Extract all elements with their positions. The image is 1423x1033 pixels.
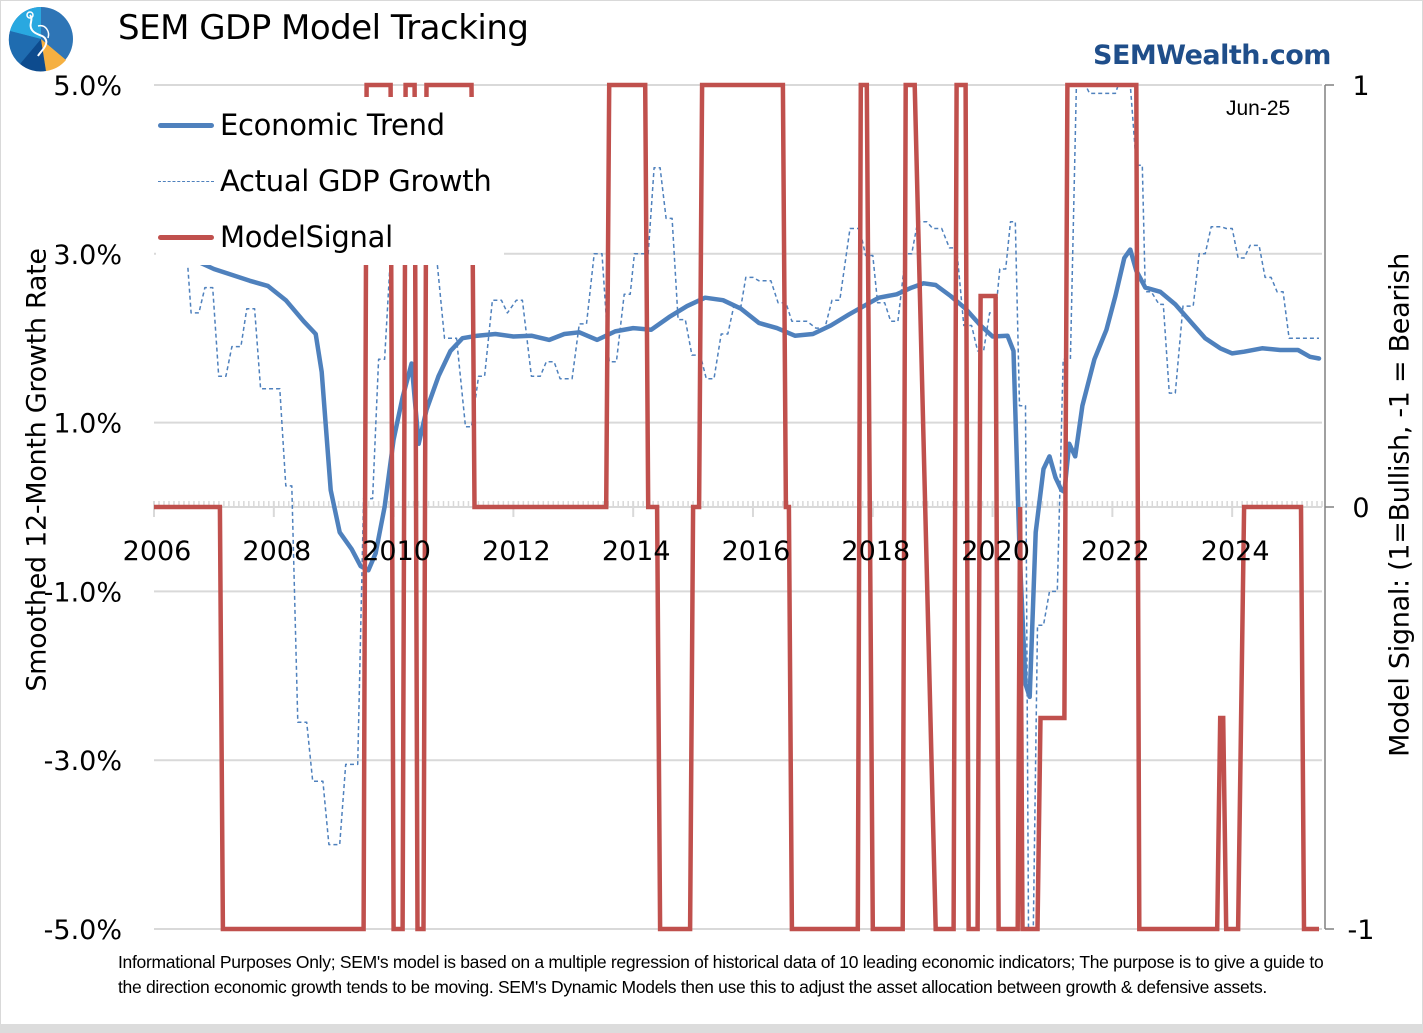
series-model-signal [154,82,1319,932]
footnote: Informational Purposes Only; SEM's model… [118,952,1324,997]
chart-title: SEM GDP Model Tracking [118,8,529,48]
series-layer [154,82,1322,932]
y-tick-label: 3.0% [53,240,122,271]
legend-label: Economic Trend [220,108,445,142]
axis-layer: 5.0% 3.0% 1.0% -1.0% -3.0% -5.0% 2006 2008 2010 2… [44,71,1375,946]
y2-tick-label: -1 [1348,915,1375,946]
x-tick-label: 2012 [482,536,551,567]
y-axis-label-right: Model Signal: (1=Bullish, -1 = Bearish [1384,253,1416,757]
sem-logo-icon [8,6,73,72]
y-tick-label: 1.0% [53,409,122,440]
date-label: Jun-25 [1226,97,1291,120]
bottom-band [0,1024,1423,1033]
y-tick-label: 5.0% [53,71,122,102]
minor-ticks-layer [153,501,1323,517]
y-tick-label: -1.0% [44,577,122,608]
legend-background [156,97,504,265]
legend-item-economic-trend[interactable]: Economic Trend [158,105,445,145]
legend-label: ModelSignal [220,220,393,254]
x-tick-label: 2018 [841,536,910,567]
legend-item-actual-gdp[interactable]: Actual GDP Growth [158,161,492,201]
legend-item-model-signal[interactable]: ModelSignal [158,217,393,257]
legend-swatch-model-signal [158,234,214,240]
legend-swatch-economic-trend [158,122,214,128]
x-tick-label: 2016 [722,536,791,567]
x-tick-label: 2008 [242,536,311,567]
y-tick-label: -3.0% [44,746,122,777]
y2-tick-label: 1 [1352,71,1369,102]
x-tick-label: 2024 [1201,536,1270,567]
y-tick-label: -5.0% [44,915,122,946]
x-tick-label: 2014 [602,536,671,567]
brand-link[interactable]: SEMWealth.com [1093,40,1331,71]
x-tick-label: 2020 [961,536,1030,567]
x-tick-label: 2022 [1081,536,1150,567]
x-tick-label: 2006 [123,536,192,567]
y2-tick-label: 0 [1352,493,1369,524]
y-axis-label-left: Smoothed 12-Month Growth Rate [21,248,53,692]
x-tick-label: 2010 [362,536,431,567]
legend-label: Actual GDP Growth [220,164,492,198]
legend-swatch-actual-gdp [158,180,214,182]
series-economic-trend [187,247,1322,700]
